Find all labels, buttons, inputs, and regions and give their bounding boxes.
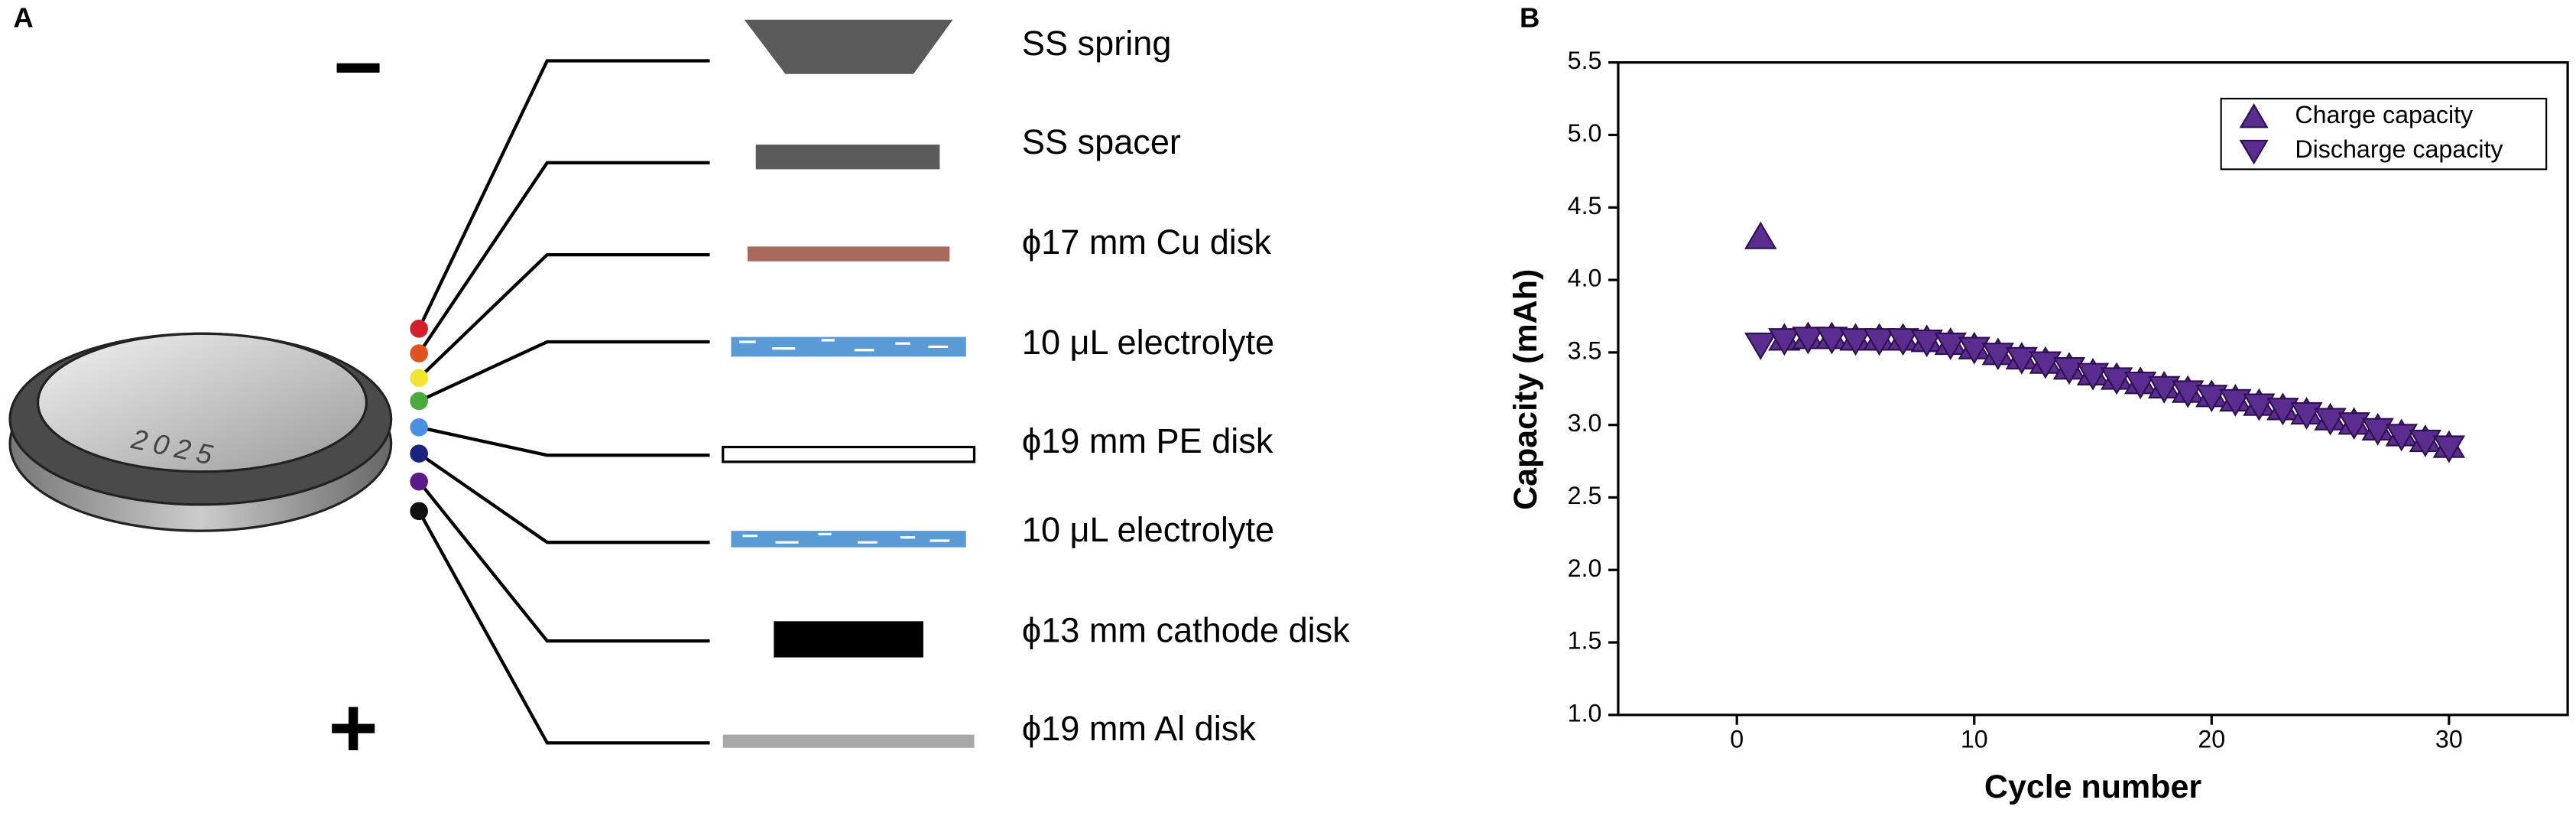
plus-sign: + <box>329 680 378 775</box>
y-tick-label: 4.0 <box>1568 265 1602 292</box>
data-point <box>2172 380 2205 408</box>
y-tick-label: 2.5 <box>1568 482 1602 509</box>
y-tick-label: 1.5 <box>1568 627 1602 655</box>
data-point <box>2290 401 2323 430</box>
layer-label: ϕ19 mm PE disk <box>1022 421 1273 460</box>
legend-label: Discharge capacity <box>2295 135 2503 163</box>
y-tick-label: 1.0 <box>1568 699 1602 727</box>
layers <box>722 19 976 748</box>
layer-label: SS spacer <box>1022 122 1181 161</box>
plot-frame <box>1617 61 2569 717</box>
layer-label: ϕ19 mm Al disk <box>1022 709 1256 748</box>
data-point <box>1839 328 1872 356</box>
y-axis-title: Capacity (mAh) <box>1507 269 1544 510</box>
data-point <box>1934 332 1967 360</box>
data-point <box>1792 327 1825 355</box>
data-point <box>2219 388 2252 417</box>
data-point <box>2266 398 2299 426</box>
data-point <box>1981 343 2015 371</box>
legend-label: Charge capacity <box>2295 101 2474 128</box>
data-point <box>2147 375 2181 404</box>
x-tick-label: 30 <box>2435 726 2463 753</box>
data-point <box>2243 393 2276 421</box>
layer-label: ϕ13 mm cathode disk <box>1022 610 1350 649</box>
data-point <box>1744 332 1777 360</box>
x-tick-label: 0 <box>1730 726 1744 753</box>
data-point <box>1887 328 1919 356</box>
data-point <box>1815 327 1848 355</box>
layer-label: 10 μL electrolyte <box>1022 323 1274 362</box>
legend-marker <box>2239 139 2269 165</box>
x-axis-title: Cycle number <box>1984 769 2201 805</box>
data-point <box>1910 330 1943 358</box>
data-point <box>2005 346 2039 375</box>
data-point <box>2123 372 2157 400</box>
data-point <box>2385 424 2418 452</box>
data-point <box>1768 328 1801 356</box>
panel-label: B <box>1520 2 1539 33</box>
x-tick-label: 10 <box>1961 726 1988 753</box>
legend-marker <box>2239 102 2269 128</box>
data-point <box>2361 418 2394 446</box>
layer-label: 10 μL electrolyte <box>1022 510 1274 549</box>
data-point <box>2029 351 2062 379</box>
connectors <box>410 59 710 745</box>
y-tick-label: 4.5 <box>1568 192 1602 219</box>
data-point <box>2100 367 2133 395</box>
y-tick-label: 3.5 <box>1568 336 1602 364</box>
data-point <box>2432 435 2466 463</box>
data-point <box>2314 408 2347 436</box>
data-point <box>2052 357 2086 385</box>
panel-label: A <box>13 2 33 33</box>
legend-box <box>2220 97 2548 171</box>
y-tick-label: 3.0 <box>1568 409 1602 437</box>
y-tick-label: 5.0 <box>1568 119 1602 147</box>
data-point <box>2195 385 2228 413</box>
data-point <box>1744 221 1777 249</box>
coin-cell: 2025 <box>8 332 393 532</box>
x-tick-label: 20 <box>2198 726 2225 753</box>
minus-sign: − <box>333 19 383 115</box>
data-point <box>1863 328 1896 356</box>
layer-label: ϕ17 mm Cu disk <box>1022 223 1272 262</box>
layer-label: SS spring <box>1022 24 1172 63</box>
data-point <box>2338 412 2370 441</box>
data-point <box>1958 336 1990 365</box>
data-point <box>2076 362 2110 391</box>
y-tick-label: 5.5 <box>1568 47 1602 74</box>
y-tick-label: 2.0 <box>1568 554 1602 582</box>
data-point <box>2409 429 2442 457</box>
